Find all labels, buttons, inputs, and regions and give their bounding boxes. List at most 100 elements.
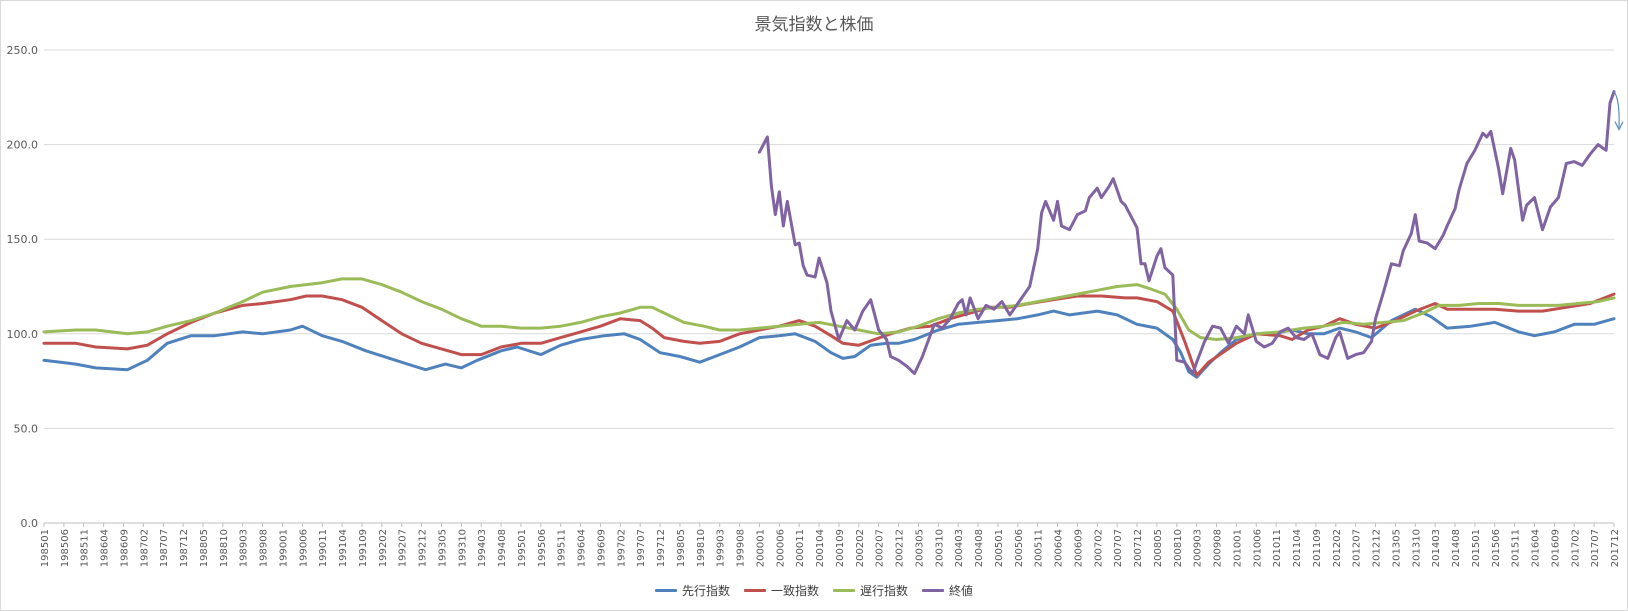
x-tick-label: 200207 (875, 529, 886, 567)
x-tick-label: 199310 (457, 529, 468, 567)
x-tick-label: 199501 (517, 529, 528, 567)
legend-swatch (922, 589, 945, 592)
x-tick-label: 199109 (358, 529, 369, 567)
x-tick-label: 201011 (1272, 529, 1283, 567)
x-tick-label: 198805 (199, 529, 210, 567)
arrow-head (1614, 121, 1624, 131)
x-tick-label: 201511 (1511, 529, 1522, 567)
x-tick-label: 198903 (239, 529, 250, 567)
x-tick-label: 200104 (815, 529, 826, 567)
legend-swatch (743, 589, 766, 592)
x-tick-label: 199408 (497, 529, 508, 567)
legend-label: 一致指数 (770, 584, 819, 598)
x-tick-label: 201712 (1610, 529, 1621, 567)
legend-item: 一致指数 (743, 582, 819, 599)
x-tick-label: 199805 (676, 529, 687, 567)
arrow-shaft (1613, 91, 1620, 128)
x-tick-label: 199707 (636, 529, 647, 567)
series-line (757, 90, 1616, 375)
x-tick-label: 198501 (40, 529, 51, 567)
y-tick-label: 50.0 (14, 422, 39, 435)
legend-swatch (654, 589, 677, 592)
x-tick-label: 201501 (1471, 529, 1482, 567)
annotation-arrow (1613, 91, 1624, 131)
x-tick-label: 201609 (1550, 529, 1561, 567)
x-tick-label: 201506 (1491, 529, 1502, 567)
legend: 先行指数 一致指数 遅行指数 終値 (0, 582, 1628, 599)
x-tick-label: 201001 (1232, 529, 1243, 567)
x-tick-label: 201202 (1332, 529, 1343, 567)
x-tick-label: 198707 (159, 529, 170, 567)
x-tick-label: 199001 (278, 529, 289, 567)
x-tick-label: 199604 (577, 529, 588, 567)
y-axis-ticks: 0.0 50.0 100.0 150.0 200.0 250.0 (7, 44, 39, 530)
x-axis-ticks: 198501 198506 198511 198604 198609 198702 1987… (40, 523, 1621, 567)
x-tick-label: 199702 (616, 529, 627, 567)
x-tick-label: 198506 (60, 529, 71, 567)
x-tick-label: 201403 (1431, 529, 1442, 567)
x-tick-label: 199207 (398, 529, 409, 567)
x-tick-label: 200305 (914, 529, 925, 567)
x-tick-label: 201104 (1292, 529, 1303, 567)
x-tick-label: 199006 (298, 529, 309, 567)
legend-label: 先行指数 (681, 584, 730, 598)
x-tick-label: 201707 (1590, 529, 1601, 567)
x-tick-label: 201006 (1252, 529, 1263, 567)
x-tick-label: 200604 (1054, 529, 1065, 567)
x-tick-label: 200609 (1073, 529, 1084, 567)
series-lines (42, 90, 1616, 379)
x-tick-label: 200908 (1213, 529, 1224, 567)
x-tick-label: 199609 (596, 529, 607, 567)
x-tick-label: 200511 (1034, 529, 1045, 567)
x-tick-label: 199104 (338, 529, 349, 567)
y-tick-label: 250.0 (7, 44, 39, 57)
chart-title: 景気指数と株価 (754, 15, 874, 35)
x-tick-label: 200109 (835, 529, 846, 567)
x-tick-label: 200702 (1093, 529, 1104, 567)
x-tick-label: 199202 (378, 529, 389, 567)
x-tick-label: 200310 (934, 529, 945, 567)
x-tick-label: 201212 (1372, 529, 1383, 567)
x-tick-label: 201109 (1312, 529, 1323, 567)
legend-label: 遅行指数 (860, 584, 909, 598)
x-tick-label: 198702 (139, 529, 150, 567)
x-tick-label: 198712 (179, 529, 190, 567)
x-tick-label: 200805 (1153, 529, 1164, 567)
series-line (42, 277, 1616, 341)
x-tick-label: 201702 (1570, 529, 1581, 567)
series-line (42, 307, 1616, 379)
legend-label: 終値 (949, 584, 974, 598)
x-tick-label: 201207 (1352, 529, 1363, 567)
x-tick-label: 200903 (1193, 529, 1204, 567)
x-tick-label: 199903 (716, 529, 727, 567)
x-tick-label: 198908 (259, 529, 270, 567)
x-tick-label: 199511 (557, 529, 568, 567)
x-tick-label: 198609 (119, 529, 130, 567)
x-tick-label: 200501 (994, 529, 1005, 567)
x-tick-label: 201310 (1411, 529, 1422, 567)
y-tick-label: 0.0 (21, 517, 39, 530)
x-tick-label: 201305 (1391, 529, 1402, 567)
x-tick-label: 200212 (895, 529, 906, 567)
x-tick-label: 199810 (696, 529, 707, 567)
x-tick-label: 200006 (775, 529, 786, 567)
legend-item: 遅行指数 (833, 582, 908, 599)
legend-item: 先行指数 (654, 582, 730, 599)
legend-swatch (833, 589, 855, 592)
x-tick-label: 199506 (537, 529, 548, 567)
x-tick-label: 200810 (1173, 529, 1184, 567)
x-tick-label: 198604 (100, 529, 111, 567)
x-tick-label: 200506 (1014, 529, 1025, 567)
x-tick-label: 199305 (437, 529, 448, 567)
x-tick-label: 199011 (318, 529, 329, 567)
x-tick-label: 198810 (219, 529, 230, 567)
x-tick-label: 200712 (1133, 529, 1144, 567)
x-tick-label: 201604 (1531, 529, 1542, 567)
x-tick-label: 200408 (974, 529, 985, 567)
x-tick-label: 200202 (855, 529, 866, 567)
x-tick-label: 199212 (418, 529, 429, 567)
x-tick-label: 198511 (80, 529, 91, 567)
x-tick-label: 199712 (656, 529, 667, 567)
